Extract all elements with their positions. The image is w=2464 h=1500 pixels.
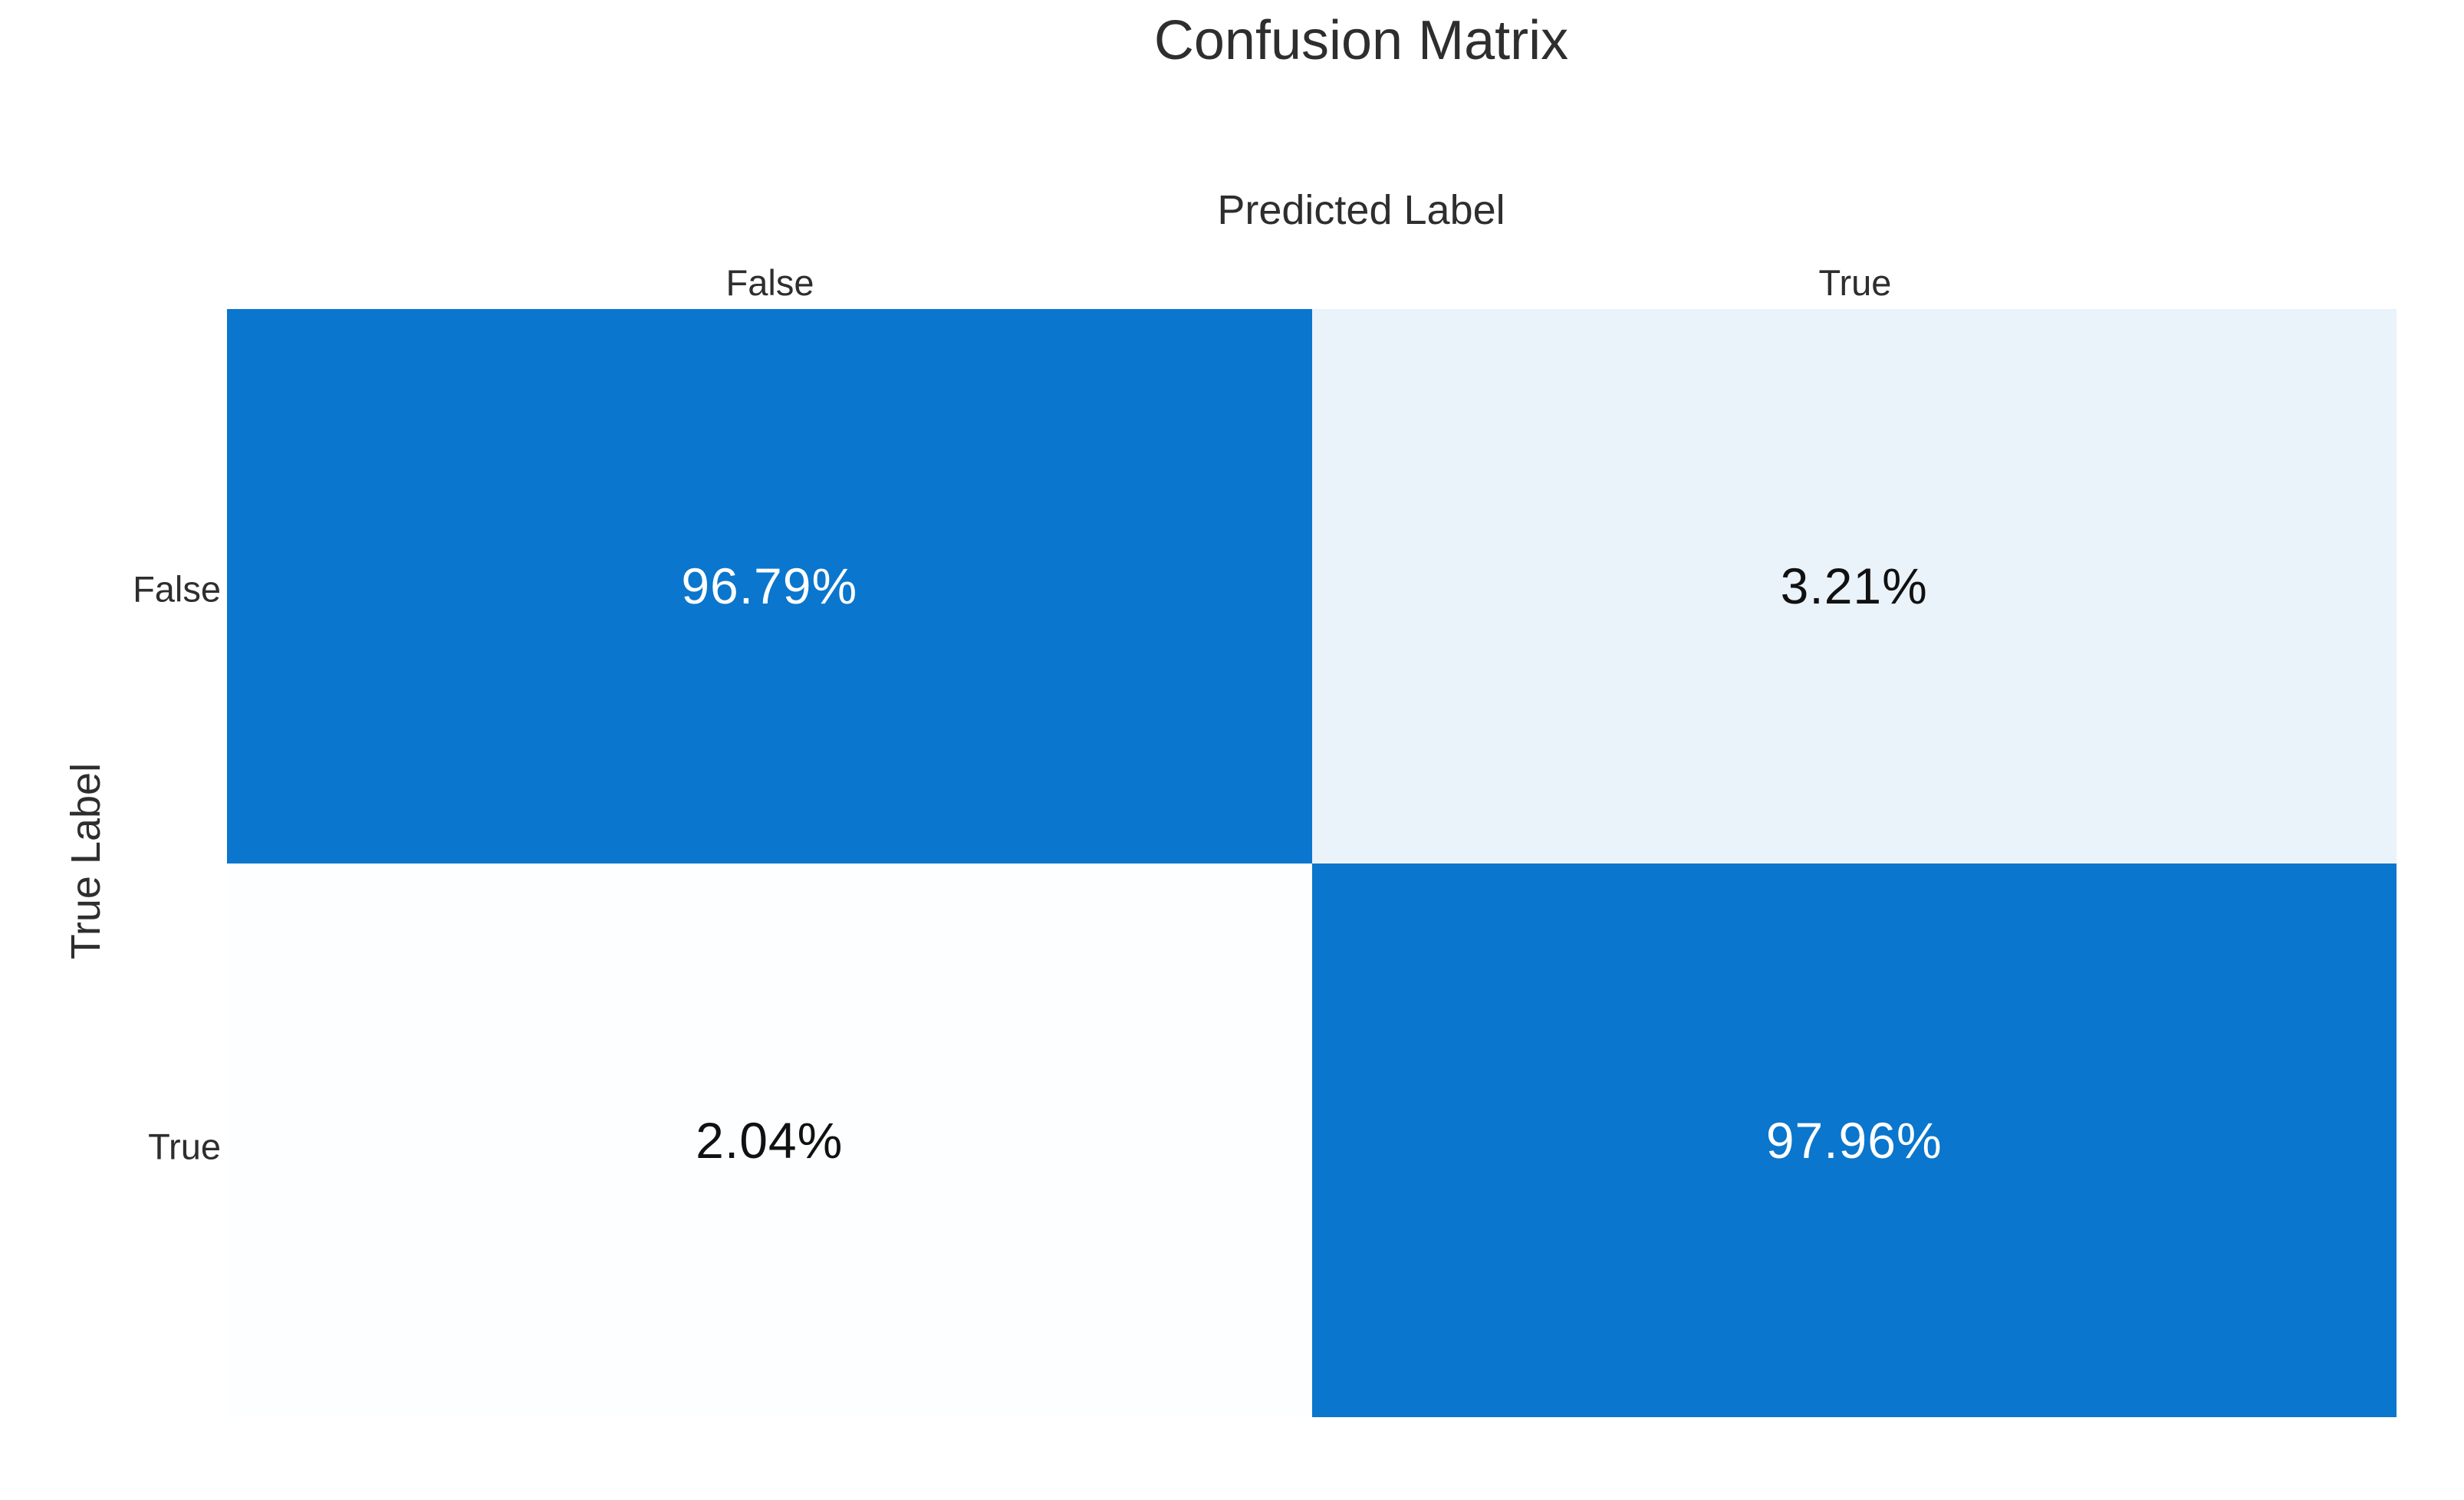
cell-value-label: 3.21% <box>1780 558 1928 615</box>
y-tick-label-true: True <box>148 1126 221 1167</box>
cell-value-label: 2.04% <box>696 1111 844 1169</box>
heatmap-cell-false-negative: 2.04% <box>227 863 1312 1417</box>
x-tick-label-false: False <box>725 262 814 303</box>
heatmap-grid: 96.79% 3.21% 2.04% 97.96% <box>227 309 2397 1417</box>
y-tick-label-false: False <box>133 568 221 610</box>
heatmap-cell-true-positive: 97.96% <box>1311 863 2397 1417</box>
heatmap-cell-true-negative: 96.79% <box>227 309 1312 863</box>
heatmap-cell-false-positive: 3.21% <box>1311 309 2397 863</box>
x-tick-label-true: True <box>1818 262 1892 303</box>
y-axis-title: True Label <box>63 762 109 960</box>
chart-title: Confusion Matrix <box>1153 10 1569 71</box>
cell-value-label: 96.79% <box>681 558 858 615</box>
cell-value-label: 97.96% <box>1765 1111 1943 1169</box>
x-axis-title: Predicted Label <box>1217 187 1505 233</box>
